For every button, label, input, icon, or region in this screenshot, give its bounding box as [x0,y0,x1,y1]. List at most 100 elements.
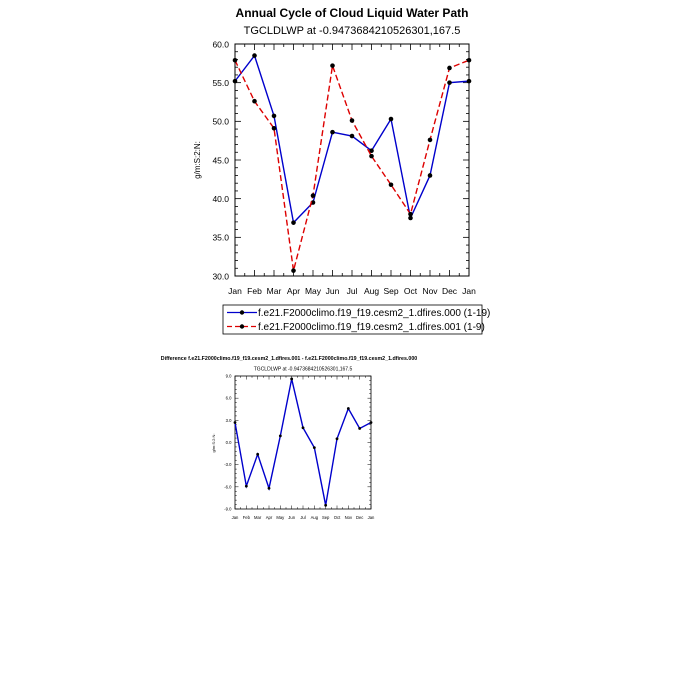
x-tick-label: May [276,515,285,520]
y-tick-label: 0.0 [226,440,232,445]
data-point-series-2 [252,98,257,104]
x-tick-label: Nov [345,515,353,520]
x-tick-label: Jan [228,286,242,296]
x-tick-label: Jun [326,286,340,296]
chart2-series [233,377,373,507]
data-point-series-1 [267,486,271,490]
data-point-series-1 [244,484,248,488]
data-point-series-1 [256,452,260,456]
data-point-series-1 [290,377,294,381]
data-point-series-1 [369,148,374,154]
data-point-series-1 [232,78,238,84]
data-point-series-1 [349,133,355,139]
data-point-series-2 [330,63,335,68]
data-point-series-1 [330,129,335,135]
chart2-title: Difference f.e21.F2000climo.f19_f19.cesm… [161,356,418,362]
chart1-series [232,53,472,273]
x-tick-label: Apr [287,286,300,296]
y-tick-label: 30.0 [212,271,229,281]
x-tick-label: Aug [364,286,379,296]
data-point-series-1 [301,426,305,430]
legend-label-series-2: f.e21.F2000climo.f19_f19.cesm2_1.dfires.… [258,322,485,333]
annual-cycle-chart: Annual Cycle of Cloud Liquid Water Path … [193,6,490,335]
y-tick-label: 3.0 [226,418,232,423]
x-tick-label: Oct [334,515,341,520]
x-tick-label: Sep [322,515,330,520]
x-tick-label: Jul [347,286,358,296]
chart2-y-tick-labels: -9.0 -6.0 -3.0 0.0 3.0 6.0 9.0 [224,374,232,512]
x-tick-label: Jun [288,515,295,520]
x-tick-label: Dec [442,286,458,296]
x-tick-label: Apr [266,515,273,520]
x-tick-label: Feb [243,515,251,520]
x-tick-label: Jan [232,515,239,520]
chart1-x-tick-labels: Jan Feb Mar Apr May Jun Jul Aug Sep Oct Nov Dec Jan [228,286,476,296]
y-tick-label: 45.0 [212,155,229,165]
y-tick-label: 6.0 [226,396,232,401]
y-tick-label: 55.0 [212,78,229,88]
x-tick-label: Mar [254,515,262,520]
chart2-ticks [234,375,372,510]
data-point-series-1 [427,173,433,178]
data-point-series-2 [232,57,238,63]
y-tick-label: 35.0 [212,233,229,243]
data-point-series-1 [346,407,350,410]
data-point-series-1 [447,80,452,85]
x-tick-label: Jan [368,515,375,520]
x-tick-label: Sep [383,286,398,296]
data-point-series-1 [312,446,316,450]
data-point-series-1 [324,503,328,507]
legend-marker-series-2 [239,324,245,329]
chart1-legend: f.e21.F2000climo.f19_f19.cesm2_1.dfires.… [222,304,490,335]
y-tick-label: 60.0 [212,39,229,49]
data-point-series-2 [271,125,277,131]
chart1-ticks [234,43,470,277]
data-point-series-2 [408,211,413,217]
data-point-series-2 [447,65,452,71]
data-point-series-2 [369,153,374,159]
x-tick-label: Nov [422,286,438,296]
data-point-series-2 [349,118,355,123]
chart2-y-axis-label: g/m:S:2:N: [211,434,216,453]
data-point-series-1 [369,421,373,424]
data-point-series-1 [278,434,282,438]
x-tick-label: Mar [267,286,282,296]
y-tick-label: 9.0 [226,374,232,379]
data-point-series-1 [291,220,296,225]
legend-frame [222,304,483,335]
x-tick-label: Aug [311,515,319,520]
chart1-y-tick-labels: 30.0 35.0 40.0 45.0 50.0 55.0 60.0 [212,39,229,281]
series-line-1 [234,378,372,506]
data-point-series-1 [233,421,237,424]
x-tick-label: Jan [462,286,476,296]
data-point-series-1 [358,427,362,430]
data-point-series-2 [466,57,472,63]
y-tick-label: -9.0 [224,507,232,512]
x-tick-label: Oct [404,286,418,296]
series-line-1 [234,54,470,225]
y-tick-label: -6.0 [224,484,232,489]
x-tick-label: Dec [356,515,363,520]
data-point-series-1 [271,113,277,119]
legend-marker-series-1 [239,310,245,315]
data-point-series-1 [335,437,339,441]
data-point-series-2 [310,193,316,198]
chart2-subtitle: TGCLDLWP at -0.9473684210526301,167.5 [254,367,353,373]
difference-chart: Difference f.e21.F2000climo.f19_f19.cesm… [161,356,418,520]
chart1-title: Annual Cycle of Cloud Liquid Water Path [236,6,469,20]
series-line-2 [234,59,470,271]
chart1-subtitle: TGCLDLWP at -0.9473684210526301,167.5 [244,25,461,37]
x-tick-label: May [305,286,322,296]
chart1-y-axis-label: g/m:S:2:N: [193,141,202,179]
x-tick-label: Jul [300,515,305,520]
legend-label-series-1: f.e21.F2000climo.f19_f19.cesm2_1.dfires.… [258,308,490,319]
data-point-series-1 [408,215,413,221]
data-point-series-2 [291,268,296,273]
y-tick-label: 40.0 [212,194,229,204]
data-point-series-2 [388,182,394,188]
x-tick-label: Feb [247,286,262,296]
chart2-plot-frame [234,375,372,510]
data-point-series-2 [427,137,433,143]
data-point-series-1 [252,53,257,58]
